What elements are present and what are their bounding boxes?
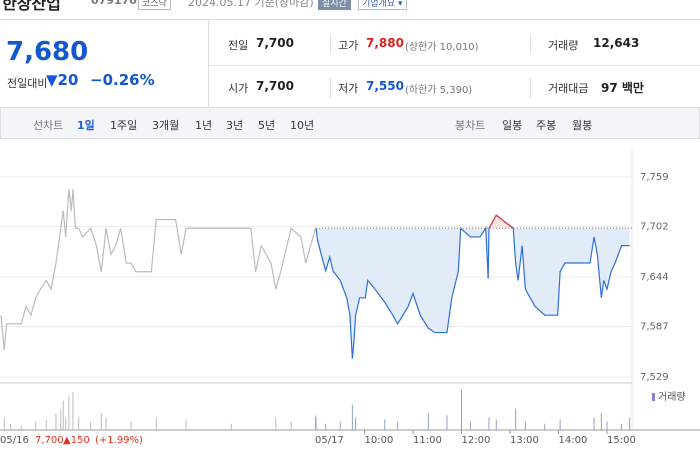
label: 시가 bbox=[228, 82, 249, 95]
change-label: 전일대비 bbox=[7, 77, 48, 90]
y-tick-label: 7,702 bbox=[640, 222, 669, 233]
value: 7,550 bbox=[366, 79, 404, 93]
price-line bbox=[315, 214, 630, 359]
divider bbox=[330, 78, 331, 98]
tab-group-label: 봉차트 bbox=[455, 119, 486, 132]
x-tick-label: 12:00 bbox=[462, 435, 491, 446]
x-date-label: 05/16 bbox=[0, 435, 29, 446]
tab-group-label: 선차트 bbox=[33, 119, 64, 132]
label: 거래대금 bbox=[548, 82, 589, 95]
base-date: 2024.05.17 기준(장마감) bbox=[188, 0, 314, 9]
tab[interactable]: 주봉 bbox=[536, 119, 557, 132]
divider bbox=[208, 65, 700, 66]
tab[interactable]: 3년 bbox=[226, 119, 244, 132]
tab[interactable]: 1년 bbox=[195, 119, 213, 132]
value: 97 백만 bbox=[601, 81, 644, 95]
note: (하한가 5,390) bbox=[405, 85, 473, 96]
current-price: 7,680 bbox=[6, 37, 89, 67]
x-tick-label: 11:00 bbox=[413, 435, 442, 446]
divider bbox=[208, 20, 209, 107]
value: 7,880 bbox=[366, 36, 404, 50]
label: 고가 bbox=[338, 39, 359, 52]
divider bbox=[530, 34, 531, 54]
divider bbox=[530, 78, 531, 98]
readout-price: 7,700 bbox=[35, 435, 64, 446]
legend-label: 거래량 bbox=[658, 391, 686, 403]
value: 7,700 bbox=[256, 79, 294, 93]
y-tick-label: 7,759 bbox=[640, 172, 669, 183]
price-line bbox=[0, 189, 317, 351]
tab[interactable]: 10년 bbox=[290, 119, 315, 132]
x-tick-label: 13:00 bbox=[510, 435, 539, 446]
readout-change: ▲150 bbox=[63, 435, 90, 446]
tab[interactable]: 월봉 bbox=[572, 119, 593, 132]
note: (상한가 10,010) bbox=[405, 42, 479, 53]
area-below bbox=[316, 228, 630, 359]
tab-bar bbox=[0, 107, 700, 139]
change: ▼20 bbox=[46, 71, 79, 89]
company-button[interactable]: 기업개요 ▾ bbox=[358, 0, 407, 10]
divider bbox=[330, 34, 331, 54]
legend-swatch bbox=[652, 393, 655, 401]
stock-code: 079170 bbox=[91, 0, 137, 7]
x-tick-label: 14:00 bbox=[559, 435, 588, 446]
y-tick-label: 7,529 bbox=[640, 372, 669, 383]
tab[interactable]: 5년 bbox=[258, 119, 276, 132]
change-rate: −0.26% bbox=[90, 71, 155, 89]
x-tick-label: 15:00 bbox=[607, 435, 636, 446]
value: 12,643 bbox=[593, 36, 640, 50]
y-tick-label: 7,644 bbox=[640, 272, 669, 283]
tab[interactable]: 1일 bbox=[77, 119, 95, 132]
tab[interactable]: 1주일 bbox=[110, 119, 138, 132]
y-tick-label: 7,587 bbox=[640, 321, 669, 332]
label: 저가 bbox=[338, 82, 359, 95]
realtime-button[interactable]: 실시간 bbox=[318, 0, 351, 10]
stock-name: 한창산업 bbox=[2, 0, 61, 13]
label: 거래량 bbox=[548, 39, 579, 52]
tab[interactable]: 3개월 bbox=[152, 119, 180, 132]
divider bbox=[0, 19, 700, 20]
label: 전일 bbox=[228, 39, 249, 52]
value: 7,700 bbox=[256, 36, 294, 50]
x-tick-label: 10:00 bbox=[365, 435, 394, 446]
tab[interactable]: 일봉 bbox=[502, 119, 523, 132]
market-badge: 코스닥 bbox=[138, 0, 171, 10]
readout-rate: (+1.99%) bbox=[95, 435, 143, 446]
x-date-label: 05/17 bbox=[315, 435, 344, 446]
